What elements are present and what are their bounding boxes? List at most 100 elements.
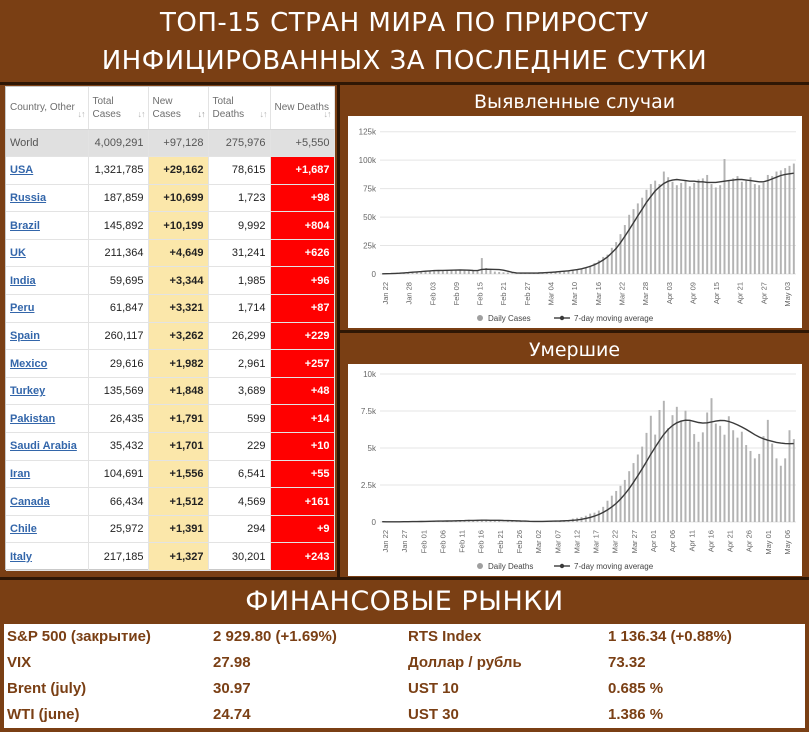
daily-bar bbox=[558, 271, 561, 274]
x-tick-label: May 01 bbox=[764, 530, 773, 555]
daily-bar bbox=[792, 439, 795, 522]
daily-bar bbox=[619, 485, 622, 522]
new-cases-cell: +10,199 bbox=[148, 211, 209, 240]
finance-value: 30.97 bbox=[213, 680, 251, 697]
daily-bar bbox=[480, 258, 483, 274]
total-deaths-cell: 599 bbox=[208, 404, 271, 434]
total-cases-cell: 187,859 bbox=[88, 184, 149, 213]
country-link[interactable]: Turkey bbox=[6, 377, 89, 406]
daily-bar bbox=[597, 260, 600, 274]
country-link[interactable]: Brazil bbox=[6, 211, 89, 240]
daily-bar bbox=[589, 265, 592, 274]
daily-bar bbox=[714, 187, 717, 274]
daily-bar bbox=[762, 436, 765, 522]
daily-bar bbox=[779, 465, 782, 522]
legend-label: 7-day moving average bbox=[574, 314, 654, 323]
cases-chart: 0 25k 50k 75k 100k 125k Jan 22 Jan 28 Feb 03 Feb … bbox=[348, 116, 802, 328]
x-tick-label: Apr 27 bbox=[759, 282, 768, 304]
column-header-total-deaths[interactable]: Total Deaths ↓↑ bbox=[208, 87, 271, 130]
total-cases-cell: 66,434 bbox=[88, 487, 149, 516]
finance-value: 2 929.80 (+1.69%) bbox=[213, 628, 337, 645]
total-deaths-cell: 1,714 bbox=[208, 294, 271, 323]
new-deaths-cell: +48 bbox=[270, 377, 335, 406]
daily-bar bbox=[684, 180, 687, 274]
x-tick-label: Apr 15 bbox=[712, 282, 721, 304]
country-link[interactable]: Saudi Arabia bbox=[6, 432, 89, 461]
daily-bar bbox=[597, 510, 600, 522]
daily-bar bbox=[658, 184, 661, 274]
daily-bar bbox=[727, 180, 730, 274]
country-link[interactable]: USA bbox=[6, 156, 89, 185]
total-deaths-cell: 9,992 bbox=[208, 211, 271, 240]
new-deaths-cell: +87 bbox=[270, 294, 335, 323]
y-tick-label: 100k bbox=[359, 156, 377, 165]
daily-bar bbox=[606, 500, 609, 522]
x-tick-label: Apr 21 bbox=[726, 530, 735, 552]
cases-chart-svg: 0 25k 50k 75k 100k 125k Jan 22 Jan 28 Feb 03 Feb … bbox=[359, 128, 796, 323]
finance-value: 0.685 % bbox=[608, 680, 664, 697]
daily-bar bbox=[628, 471, 631, 522]
table-row: Iran 104,691 +1,556 6,541 +55 bbox=[6, 460, 335, 489]
x-tick-label: May 03 bbox=[783, 282, 792, 307]
table-row-world: World 4,009,291 +97,128 275,976 +5,550 bbox=[6, 129, 335, 158]
daily-bar bbox=[697, 179, 700, 274]
cases-table: Country, Other ↓↑ Total Cases ↓↑ New Cases… bbox=[5, 86, 335, 571]
finance-label: WTI (june) bbox=[7, 706, 80, 723]
daily-bar bbox=[480, 519, 483, 522]
daily-bar bbox=[688, 419, 691, 522]
country-cell: World bbox=[6, 129, 89, 158]
daily-bar bbox=[706, 412, 709, 522]
daily-bar bbox=[415, 271, 418, 274]
country-link[interactable]: Italy bbox=[6, 542, 89, 571]
country-link[interactable]: India bbox=[6, 266, 89, 296]
x-tick-label: Feb 03 bbox=[428, 282, 437, 305]
y-tick-label: 50k bbox=[363, 213, 377, 222]
country-link[interactable]: Chile bbox=[6, 515, 89, 544]
x-tick-label: Apr 06 bbox=[668, 530, 677, 552]
sort-icon: ↓↑ bbox=[323, 108, 332, 119]
country-link[interactable]: Spain bbox=[6, 322, 89, 351]
new-cases-cell: +97,128 bbox=[148, 129, 209, 158]
country-link[interactable]: Iran bbox=[6, 460, 89, 489]
legend-label: Daily Deaths bbox=[488, 562, 533, 571]
new-deaths-cell: +1,687 bbox=[270, 156, 335, 185]
country-link[interactable]: Russia bbox=[6, 184, 89, 213]
table-row: Chile 25,972 +1,391 294 +9 bbox=[6, 515, 335, 544]
daily-bar bbox=[459, 269, 462, 274]
finance-label: UST 10 bbox=[408, 680, 459, 697]
y-tick-label: 10k bbox=[363, 370, 377, 379]
x-tick-label: Mar 16 bbox=[594, 282, 603, 305]
country-link[interactable]: Pakistan bbox=[6, 404, 89, 434]
x-tick-label: Jan 22 bbox=[381, 530, 390, 553]
x-tick-label: Mar 04 bbox=[547, 282, 556, 305]
total-cases-cell: 1,321,785 bbox=[88, 156, 149, 185]
country-link[interactable]: Peru bbox=[6, 294, 89, 323]
x-tick-label: Feb 26 bbox=[515, 530, 524, 553]
moving-average-line bbox=[382, 419, 794, 523]
country-link[interactable]: Mexico bbox=[6, 349, 89, 378]
daily-bar bbox=[749, 450, 752, 522]
country-link[interactable]: UK bbox=[6, 239, 89, 268]
finance-table: S&P 500 (закрытие) 2 929.80 (+1.69%) RTS I… bbox=[4, 624, 805, 728]
country-link[interactable]: Canada bbox=[6, 487, 89, 516]
new-deaths-cell: +14 bbox=[270, 404, 335, 434]
new-deaths-cell: +96 bbox=[270, 266, 335, 296]
column-header-total-cases[interactable]: Total Cases ↓↑ bbox=[88, 87, 149, 130]
column-header-new-cases[interactable]: New Cases ↓↑ bbox=[148, 87, 209, 130]
column-header-new-deaths[interactable]: New Deaths ↓↑ bbox=[270, 87, 335, 130]
table-row: Russia 187,859 +10,699 1,723 +98 bbox=[6, 184, 335, 213]
daily-bar bbox=[602, 506, 605, 522]
x-tick-label: Apr 03 bbox=[665, 282, 674, 304]
daily-bar bbox=[593, 512, 596, 522]
daily-bar bbox=[411, 272, 414, 274]
new-cases-cell: +10,699 bbox=[148, 184, 209, 213]
deaths-chart: 0 2.5k 5k 7.5k 10k Jan 22 Jan 27 Feb 01 Feb 06 Fe… bbox=[348, 364, 802, 576]
y-tick-label: 0 bbox=[372, 518, 377, 527]
page-header: ТОП-15 СТРАН МИРА ПО ПРИРОСТУ ИНФИЦИРОВА… bbox=[0, 0, 809, 82]
y-tick-label: 25k bbox=[363, 242, 377, 251]
total-cases-cell: 104,691 bbox=[88, 460, 149, 489]
daily-bar bbox=[680, 420, 683, 522]
daily-bar bbox=[749, 177, 752, 274]
column-header-country[interactable]: Country, Other ↓↑ bbox=[6, 87, 89, 130]
total-cases-cell: 217,185 bbox=[88, 542, 149, 571]
